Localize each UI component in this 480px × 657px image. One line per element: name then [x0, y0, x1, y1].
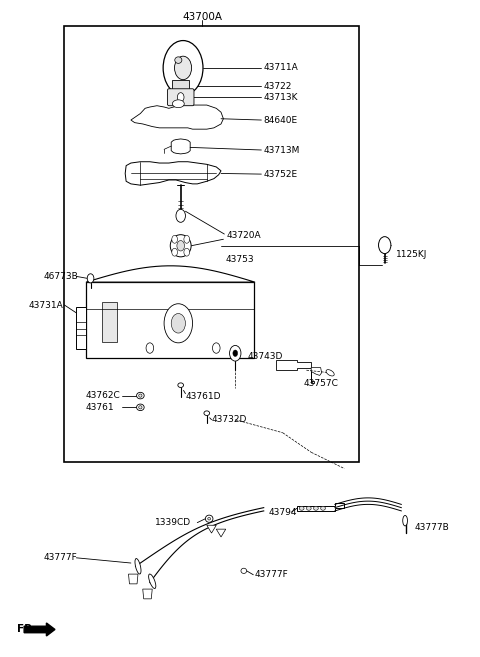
Text: 43777F: 43777F: [254, 570, 288, 579]
Ellipse shape: [139, 394, 142, 397]
Ellipse shape: [135, 558, 141, 574]
Ellipse shape: [139, 405, 142, 409]
Text: 43711A: 43711A: [264, 64, 299, 72]
Ellipse shape: [137, 404, 144, 411]
Circle shape: [184, 248, 190, 256]
Bar: [76, 307, 86, 350]
Polygon shape: [207, 525, 216, 533]
Polygon shape: [102, 302, 117, 342]
Text: 43753: 43753: [226, 255, 254, 264]
Polygon shape: [311, 367, 322, 375]
Text: 43732D: 43732D: [212, 415, 247, 424]
Ellipse shape: [178, 383, 183, 388]
Circle shape: [171, 313, 185, 333]
Circle shape: [176, 210, 185, 222]
Ellipse shape: [205, 515, 213, 522]
Ellipse shape: [313, 507, 318, 510]
Circle shape: [175, 57, 192, 79]
Text: 43757C: 43757C: [304, 379, 339, 388]
FancyBboxPatch shape: [168, 89, 194, 106]
Text: 43720A: 43720A: [227, 231, 261, 240]
Ellipse shape: [403, 516, 408, 526]
Text: 1339CD: 1339CD: [155, 518, 191, 527]
Circle shape: [164, 304, 192, 343]
Circle shape: [213, 343, 220, 353]
Circle shape: [146, 343, 154, 353]
Text: 43713K: 43713K: [264, 93, 298, 102]
Polygon shape: [297, 503, 344, 511]
Text: 43713M: 43713M: [264, 145, 300, 154]
Ellipse shape: [204, 411, 210, 415]
Circle shape: [163, 41, 203, 95]
Polygon shape: [131, 105, 223, 129]
Circle shape: [172, 248, 178, 256]
Circle shape: [178, 93, 184, 102]
Text: 43700A: 43700A: [182, 12, 222, 22]
Ellipse shape: [306, 507, 311, 510]
Text: 84640E: 84640E: [264, 116, 298, 125]
Ellipse shape: [172, 100, 184, 108]
Ellipse shape: [300, 507, 304, 510]
Text: 43731A: 43731A: [29, 300, 64, 309]
Text: 1125KJ: 1125KJ: [396, 250, 427, 259]
Polygon shape: [125, 162, 221, 185]
Circle shape: [177, 240, 184, 251]
Polygon shape: [129, 574, 138, 584]
Text: 43752E: 43752E: [264, 170, 298, 179]
Bar: [64, 26, 359, 462]
Text: 43794: 43794: [268, 508, 297, 516]
Text: 43761D: 43761D: [185, 392, 221, 401]
Circle shape: [233, 350, 238, 357]
Circle shape: [87, 274, 94, 283]
Ellipse shape: [170, 235, 191, 257]
Ellipse shape: [321, 507, 325, 510]
Bar: [172, 79, 189, 93]
Text: FR.: FR.: [17, 624, 36, 635]
Text: 43762C: 43762C: [86, 391, 120, 400]
Ellipse shape: [137, 392, 144, 399]
Text: 43761: 43761: [86, 403, 114, 412]
Circle shape: [379, 237, 391, 254]
Ellipse shape: [326, 370, 334, 376]
Polygon shape: [143, 589, 152, 599]
Ellipse shape: [208, 518, 211, 520]
Ellipse shape: [241, 568, 247, 574]
FancyBboxPatch shape: [86, 282, 254, 358]
Polygon shape: [171, 139, 190, 154]
Text: 43722: 43722: [264, 81, 292, 91]
Text: 43777B: 43777B: [415, 523, 449, 532]
Ellipse shape: [175, 57, 182, 63]
Text: 43743D: 43743D: [247, 352, 283, 361]
Circle shape: [229, 346, 241, 361]
Circle shape: [172, 235, 178, 243]
Circle shape: [184, 235, 190, 243]
FancyArrow shape: [24, 623, 55, 636]
Text: 46773B: 46773B: [43, 272, 78, 281]
Ellipse shape: [149, 574, 156, 589]
Text: 43777F: 43777F: [43, 553, 77, 562]
Polygon shape: [276, 360, 313, 383]
Polygon shape: [216, 529, 226, 537]
